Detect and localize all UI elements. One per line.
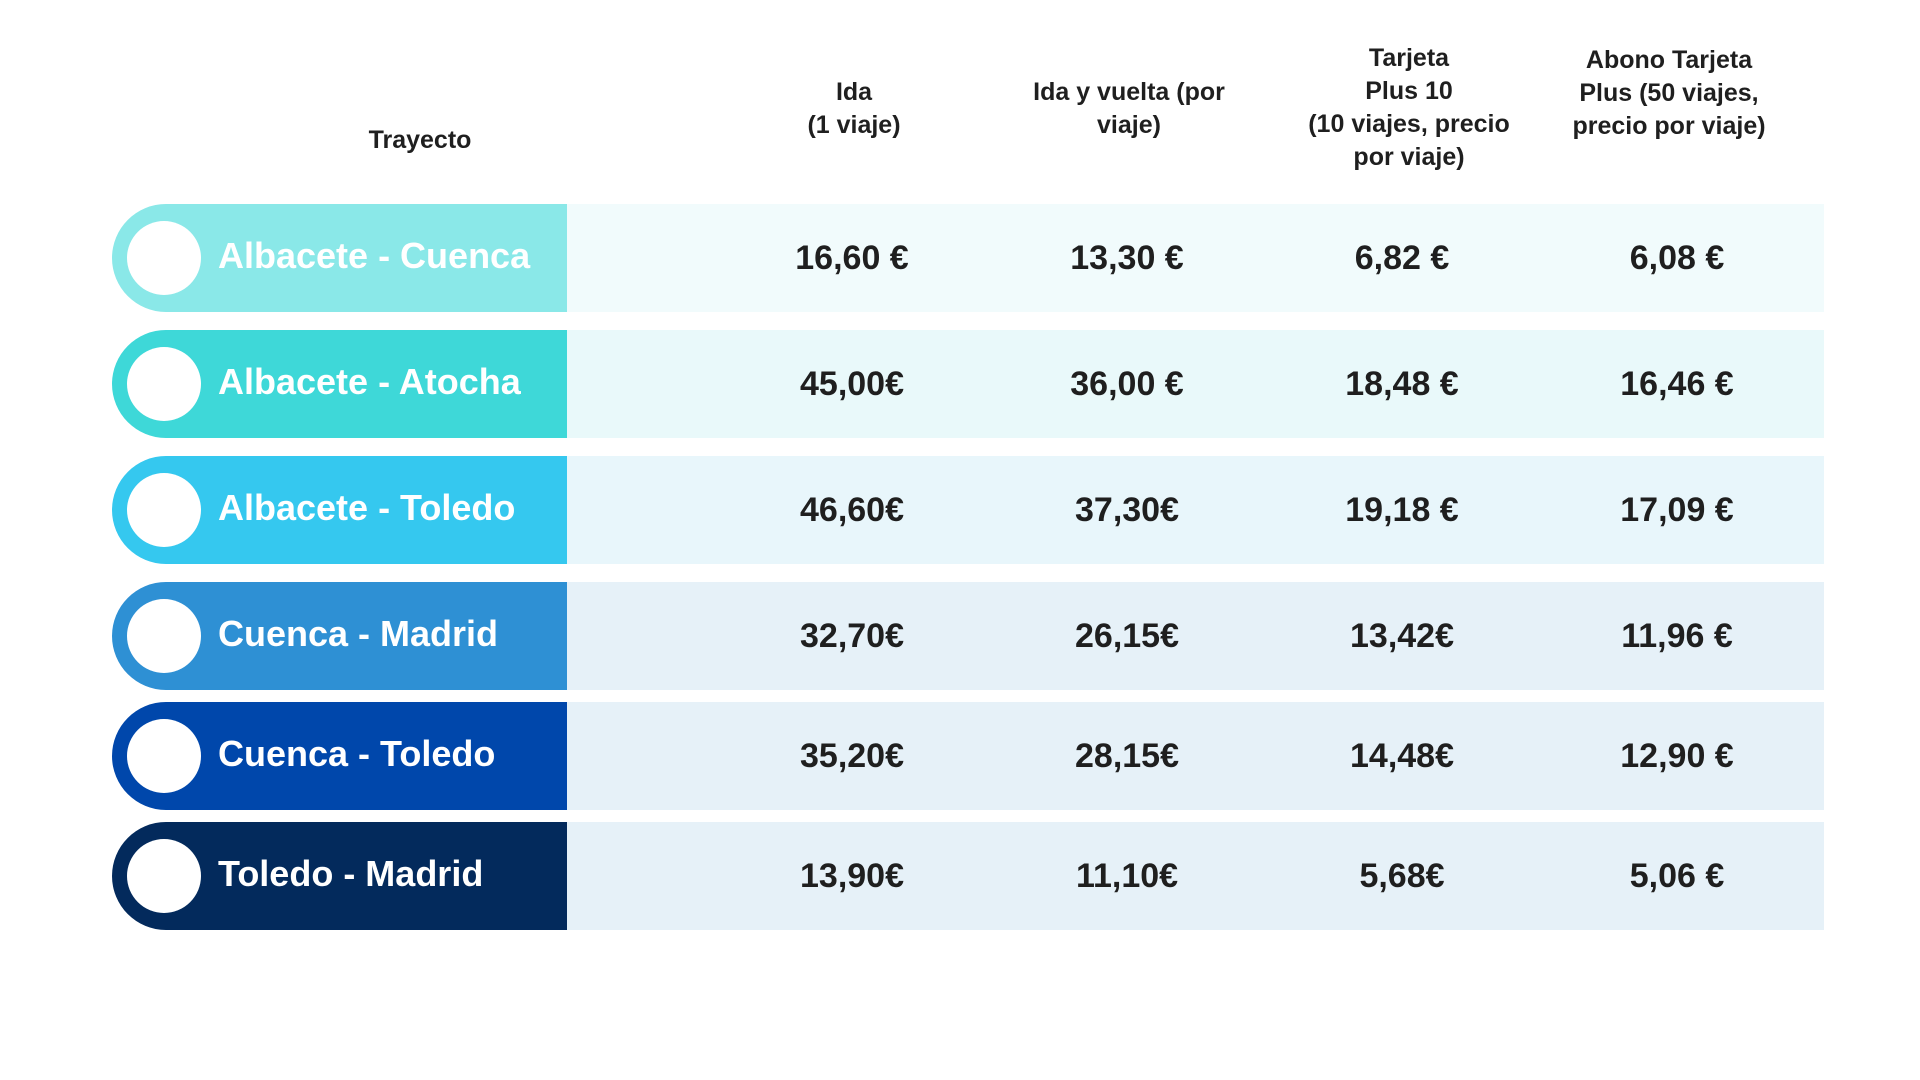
table-row: Albacete - Atocha 45,00€ 36,00 € 18,48 €… — [112, 330, 1824, 438]
header-ida: Ida (1 viaje) — [807, 78, 901, 139]
header-route: Trayecto — [368, 126, 472, 154]
route-label: Albacete - Cuenca — [218, 235, 531, 276]
price-abono-plus: 16,46 € — [1620, 365, 1734, 403]
circle-marker — [127, 473, 201, 547]
price-band: 32,70€ 26,15€ 13,42€ 11,96 € — [567, 582, 1824, 690]
price-ida: 45,00€ — [800, 365, 904, 403]
route-label: Albacete - Toledo — [218, 487, 516, 528]
route-label: Cuenca - Toledo — [218, 733, 496, 774]
price-abono-plus: 6,08 € — [1629, 239, 1725, 277]
price-ida: 13,90€ — [800, 857, 904, 895]
price-abono-plus: 5,06 € — [1629, 857, 1725, 895]
circle-marker — [127, 599, 201, 673]
price-ida-vuelta: 26,15€ — [1075, 617, 1179, 655]
route-pill: Albacete - Cuenca — [112, 204, 567, 312]
price-abono-plus: 17,09 € — [1620, 491, 1734, 529]
price-ida-vuelta: 37,30€ — [1075, 491, 1179, 529]
route-label: Cuenca - Madrid — [218, 613, 499, 654]
price-tarjeta-plus10: 13,42€ — [1350, 617, 1454, 655]
price-tarjeta-plus10: 6,82 € — [1354, 239, 1450, 277]
price-ida-vuelta: 11,10€ — [1075, 857, 1179, 895]
header-tarjeta-plus10: Tarjeta Plus 10 (10 viajes, precio por v… — [1308, 44, 1510, 171]
circle-marker — [127, 839, 201, 913]
price-ida: 35,20€ — [800, 737, 904, 775]
price-ida-vuelta: 36,00 € — [1070, 365, 1184, 403]
table-row: Albacete - Toledo 46,60€ 37,30€ 19,18 € … — [112, 456, 1824, 564]
route-pill: Cuenca - Toledo — [112, 702, 567, 810]
price-abono-plus: 12,90 € — [1620, 737, 1734, 775]
price-band: 46,60€ 37,30€ 19,18 € 17,09 € — [567, 456, 1824, 564]
route-pill: Toledo - Madrid — [112, 822, 567, 930]
price-ida: 46,60€ — [800, 491, 904, 529]
price-tarjeta-plus10: 5,68€ — [1359, 857, 1445, 895]
route-pill: Cuenca - Madrid — [112, 582, 567, 690]
price-abono-plus: 11,96 € — [1621, 617, 1733, 655]
price-ida-vuelta: 28,15€ — [1075, 737, 1179, 775]
circle-marker — [127, 221, 201, 295]
price-band: 16,60 € 13,30 € 6,82 € 6,08 € — [567, 204, 1824, 312]
price-ida-vuelta: 13,30 € — [1070, 239, 1184, 277]
route-pill: Albacete - Toledo — [112, 456, 567, 564]
header-abono-plus: Abono Tarjeta Plus (50 viajes, precio po… — [1572, 46, 1766, 140]
circle-marker — [127, 347, 201, 421]
table-row: Toledo - Madrid 13,90€ 11,10€ 5,68€ 5,06… — [112, 822, 1824, 930]
route-label: Toledo - Madrid — [218, 853, 484, 894]
route-pill: Albacete - Atocha — [112, 330, 567, 438]
table-row: Cuenca - Madrid 32,70€ 26,15€ 13,42€ 11,… — [112, 582, 1824, 690]
price-band: 13,90€ 11,10€ 5,68€ 5,06 € — [567, 822, 1824, 930]
price-band: 35,20€ 28,15€ 14,48€ 12,90 € — [567, 702, 1824, 810]
table-row: Cuenca - Toledo 35,20€ 28,15€ 14,48€ 12,… — [112, 702, 1824, 810]
price-ida: 32,70€ — [800, 617, 904, 655]
circle-marker — [127, 719, 201, 793]
price-ida: 16,60 € — [795, 239, 909, 277]
price-tarjeta-plus10: 19,18 € — [1345, 491, 1459, 529]
route-label: Albacete - Atocha — [218, 361, 521, 402]
price-band: 45,00€ 36,00 € 18,48 € 16,46 € — [567, 330, 1824, 438]
price-tarjeta-plus10: 18,48 € — [1345, 365, 1459, 403]
price-tarjeta-plus10: 14,48€ — [1350, 737, 1454, 775]
table-row: Albacete - Cuenca 16,60 € 13,30 € 6,82 €… — [112, 204, 1824, 312]
header-ida-vuelta: Ida y vuelta (por viaje) — [1033, 78, 1225, 139]
